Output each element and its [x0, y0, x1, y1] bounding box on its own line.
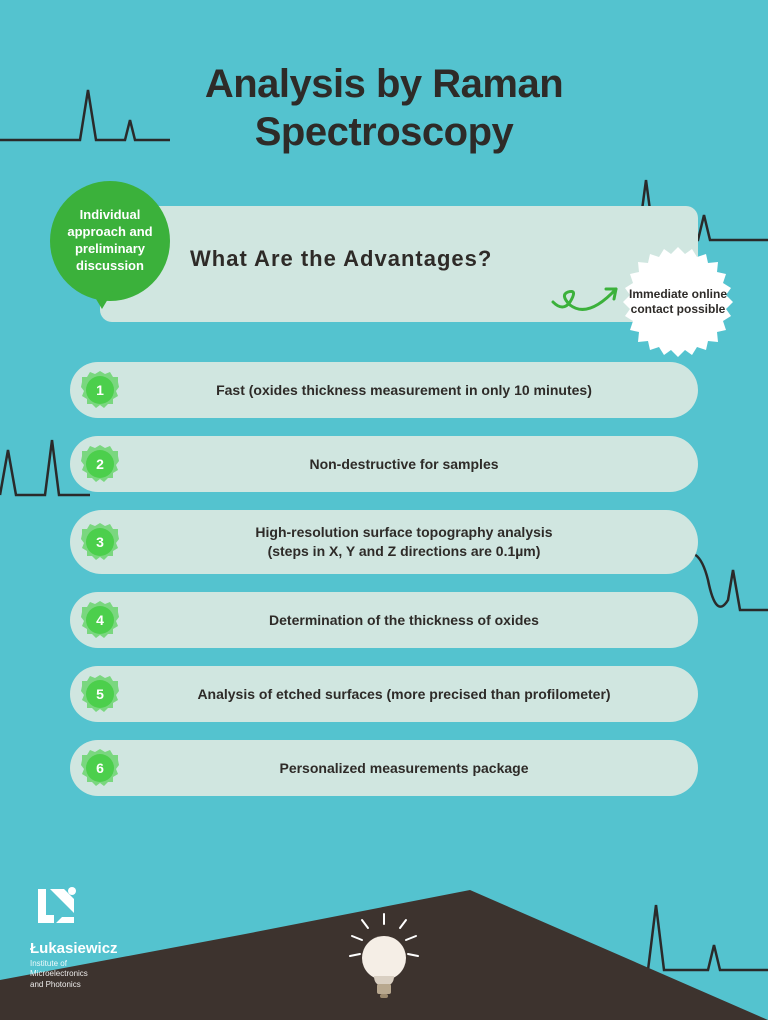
advantages-header-card: Individual approach and preliminary disc…	[100, 206, 698, 322]
brand-logo: Łukasiewicz Institute ofMicroelectronics…	[30, 881, 118, 990]
advantage-text: Non-destructive for samples	[140, 455, 668, 474]
advantage-item: 1 Fast (oxides thickness measurement in o…	[70, 362, 698, 418]
advantage-item: 2 Non-destructive for samples	[70, 436, 698, 492]
advantage-text: Analysis of etched surfaces (more precis…	[140, 685, 668, 704]
number-badge: 1	[80, 370, 120, 410]
advantages-question: What Are the Advantages?	[190, 246, 658, 272]
advantage-item: 5 Analysis of etched surfaces (more preci…	[70, 666, 698, 722]
logo-name: Łukasiewicz	[30, 940, 118, 957]
starburst-contact: Immediate online contact possible	[618, 242, 738, 362]
number-badge: 4	[80, 600, 120, 640]
number-badge-value: 5	[86, 680, 114, 708]
advantage-item: 4 Determination of the thickness of oxide…	[70, 592, 698, 648]
number-badge-value: 6	[86, 754, 114, 782]
curly-arrow-icon	[548, 277, 628, 317]
lightbulb-icon	[344, 912, 424, 1002]
number-badge-value: 3	[86, 528, 114, 556]
logo-subtitle: Institute ofMicroelectronicsand Photonic…	[30, 959, 118, 990]
number-badge: 6	[80, 748, 120, 788]
number-badge: 3	[80, 522, 120, 562]
number-badge-value: 4	[86, 606, 114, 634]
advantage-text: Personalized measurements package	[140, 759, 668, 778]
number-badge-value: 1	[86, 376, 114, 404]
advantage-text: High-resolution surface topography analy…	[140, 523, 668, 561]
advantage-text: Determination of the thickness of oxides	[140, 611, 668, 630]
advantage-item: 6 Personalized measurements package	[70, 740, 698, 796]
spectral-decoration-top-left	[0, 80, 170, 160]
advantage-text: Fast (oxides thickness measurement in on…	[140, 381, 668, 400]
number-badge: 5	[80, 674, 120, 714]
logo-mark-icon	[30, 881, 80, 931]
number-badge-value: 2	[86, 450, 114, 478]
advantage-item: 3 High-resolution surface topography anal…	[70, 510, 698, 574]
advantages-list: 1 Fast (oxides thickness measurement in o…	[70, 362, 698, 796]
speech-bubble-approach: Individual approach and preliminary disc…	[50, 181, 170, 301]
number-badge: 2	[80, 444, 120, 484]
